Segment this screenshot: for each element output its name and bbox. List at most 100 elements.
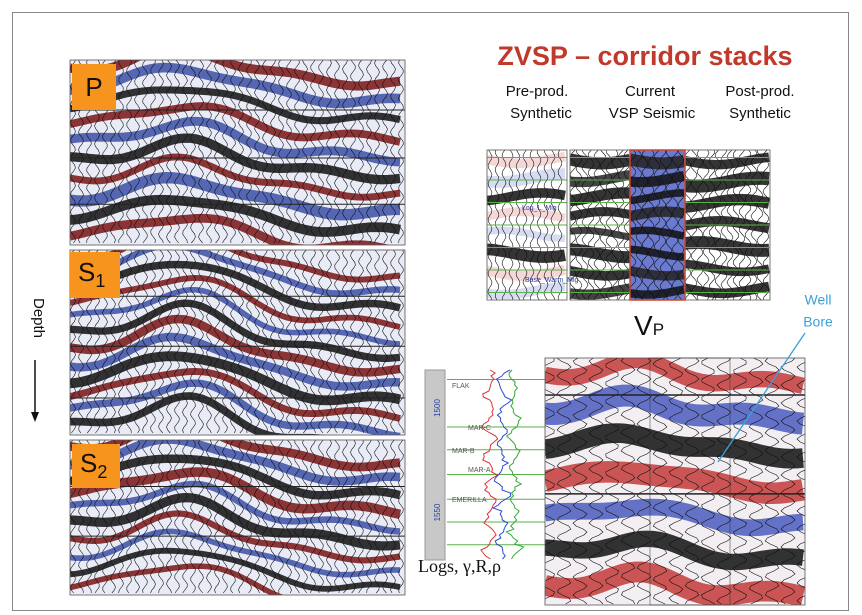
trace <box>572 358 588 605</box>
trace <box>142 440 148 594</box>
trace <box>671 150 679 300</box>
log-depth: 1550 <box>433 503 442 521</box>
trace <box>358 250 364 434</box>
trace <box>350 250 356 434</box>
subscript: 1 <box>95 271 105 291</box>
depth-arrow-head <box>31 412 39 422</box>
trace <box>334 60 340 244</box>
trace <box>262 250 268 434</box>
trace <box>310 60 316 244</box>
column-header: Synthetic <box>510 105 572 122</box>
letter: S <box>78 257 95 287</box>
log-curve <box>505 369 525 560</box>
trace <box>222 250 228 434</box>
reflector <box>70 299 401 362</box>
trace <box>647 150 655 300</box>
trace <box>398 60 404 244</box>
trace <box>198 440 204 594</box>
reflector <box>545 530 804 571</box>
reflector <box>70 172 400 221</box>
subscript: P <box>653 320 664 339</box>
reflector <box>487 188 566 206</box>
vsp-label: Base_Warm_Mig <box>525 277 579 284</box>
trace <box>206 440 212 594</box>
trace <box>716 358 732 605</box>
trace <box>222 60 228 244</box>
trace <box>636 358 652 605</box>
trace <box>302 250 308 434</box>
letter: V <box>634 310 653 341</box>
trace <box>588 358 604 605</box>
seismic-panel <box>487 150 567 300</box>
trace <box>238 250 244 434</box>
trace <box>382 250 388 434</box>
trace <box>238 440 244 594</box>
trace <box>310 440 316 594</box>
trace <box>158 60 164 244</box>
column-header: Pre-prod. <box>506 83 569 100</box>
trace <box>334 250 340 434</box>
trace <box>326 60 332 244</box>
trace <box>206 60 212 244</box>
panel-frame <box>486 149 568 301</box>
log-marker: MAR-B <box>452 448 475 455</box>
log-curve <box>491 369 513 560</box>
trace <box>732 358 748 605</box>
trace <box>390 60 396 244</box>
trace <box>374 60 380 244</box>
trace <box>190 250 196 434</box>
reflector <box>70 194 401 237</box>
reflector <box>570 226 630 241</box>
reflector <box>70 563 284 595</box>
trace <box>198 250 204 434</box>
log-marker: MAR-C <box>468 425 491 432</box>
seismic-panel <box>70 440 405 595</box>
trace <box>630 150 637 300</box>
trace <box>398 250 404 434</box>
reflector <box>70 286 401 347</box>
trace <box>294 250 300 434</box>
trace <box>126 440 132 594</box>
trace <box>214 250 220 434</box>
trace <box>126 250 132 434</box>
trace <box>641 150 649 300</box>
trace <box>174 60 180 244</box>
reflector <box>70 454 401 500</box>
trace <box>182 250 188 434</box>
reflector <box>570 207 630 221</box>
reflector <box>70 351 402 406</box>
trace <box>166 440 172 594</box>
panel-frame <box>69 59 406 246</box>
trace <box>118 60 124 244</box>
seismic-images: Log_L_Mig Base_Warm_Mig 1500 1550 FLAK MAR-C M… <box>69 59 806 606</box>
reflector <box>70 102 401 146</box>
trace <box>374 250 380 434</box>
trace <box>286 250 292 434</box>
seismic-panel <box>70 250 405 435</box>
trace <box>262 60 268 244</box>
trace <box>382 440 388 594</box>
trace <box>780 358 796 605</box>
trace <box>238 60 244 244</box>
trace <box>198 60 204 244</box>
trace <box>286 60 292 244</box>
reflector <box>685 152 770 170</box>
reflector <box>630 153 685 170</box>
trace <box>302 60 308 244</box>
reflector <box>70 62 401 109</box>
trace <box>398 440 404 594</box>
reflector <box>630 285 685 299</box>
trace <box>182 440 188 594</box>
trace <box>182 60 188 244</box>
trace <box>764 358 780 605</box>
well-corridor <box>649 357 731 606</box>
trace <box>350 440 356 594</box>
trace <box>278 440 284 594</box>
trace <box>334 440 340 594</box>
title: ZVSP – corridor stacks <box>497 41 792 71</box>
trace <box>190 60 196 244</box>
trace <box>635 150 643 300</box>
log-track <box>447 370 545 560</box>
panel-label-text: S2 <box>80 448 107 482</box>
